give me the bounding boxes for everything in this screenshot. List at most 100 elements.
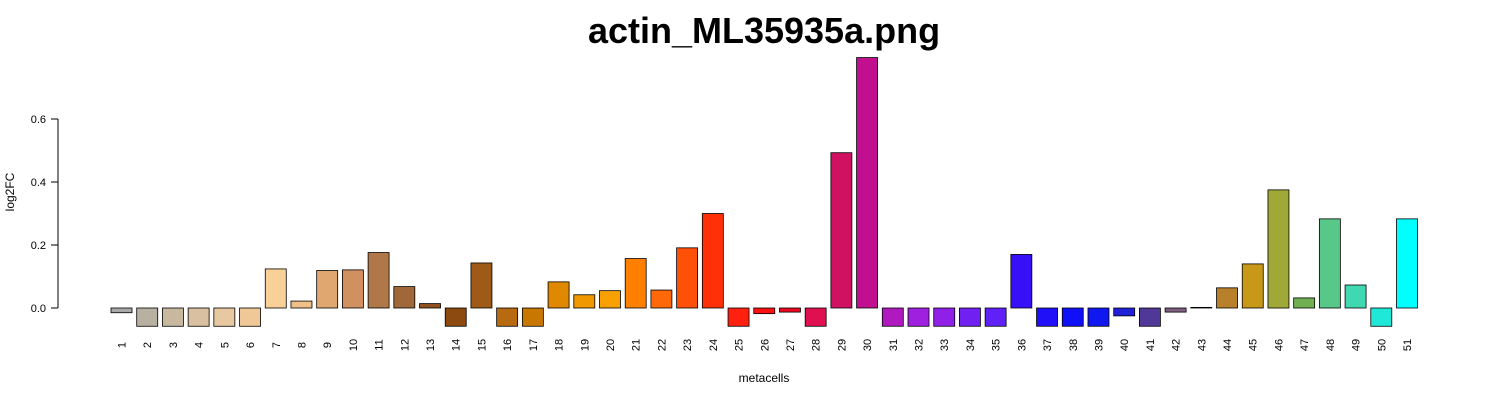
bar-11 — [367, 252, 390, 309]
x-tick-label: 45 — [1248, 339, 1260, 351]
bar-5 — [213, 307, 236, 327]
x-tick-label: 44 — [1222, 339, 1234, 351]
bar-30 — [856, 57, 878, 309]
bar-28 — [804, 307, 827, 327]
x-tick-label: 28 — [811, 339, 823, 351]
bar-15 — [470, 262, 493, 309]
bar-7 — [264, 268, 287, 309]
bar-44 — [1216, 287, 1238, 309]
x-tick-label: 21 — [631, 339, 643, 351]
x-tick-label: 47 — [1299, 339, 1311, 351]
x-tick-label: 5 — [219, 342, 231, 348]
x-tick-label: 3 — [168, 342, 180, 348]
chart-title: actin_ML35935a.png — [587, 10, 941, 51]
bar-27 — [779, 307, 801, 313]
bar-22 — [650, 289, 673, 309]
x-tick-label: 50 — [1376, 339, 1388, 351]
x-tick-label: 46 — [1273, 339, 1285, 351]
x-tick-label: 8 — [296, 342, 308, 348]
bar-36 — [1010, 254, 1033, 309]
bar-1 — [110, 307, 133, 314]
x-tick-label: 34 — [965, 339, 977, 351]
x-tick-label: 35 — [991, 339, 1003, 351]
x-tick-label: 17 — [528, 339, 540, 351]
bar-25 — [727, 307, 750, 327]
bar-12 — [393, 286, 416, 309]
x-tick-label: 33 — [939, 339, 951, 351]
bar-41 — [1139, 307, 1161, 327]
x-tick-label: 42 — [1171, 339, 1183, 351]
y-tick-label: 0.4 — [31, 177, 46, 189]
bar-10 — [341, 269, 364, 309]
bar-45 — [1241, 263, 1264, 309]
bar-42 — [1164, 307, 1187, 313]
bar-14 — [444, 307, 467, 327]
x-tick-label: 1 — [117, 342, 129, 348]
bar-13 — [419, 303, 441, 309]
bar-21 — [624, 258, 647, 309]
x-tick-label: 29 — [836, 339, 848, 351]
bar-26 — [753, 307, 776, 315]
x-tick-label: 26 — [759, 339, 771, 351]
y-tick-label: 0.0 — [31, 303, 46, 315]
x-tick-label: 12 — [399, 339, 411, 351]
x-tick-label: 39 — [1093, 339, 1105, 351]
x-tick-label: 6 — [245, 342, 257, 348]
bar-24 — [701, 213, 724, 309]
x-tick-label: 9 — [322, 342, 334, 348]
bar-48 — [1318, 218, 1341, 309]
bar-33 — [933, 307, 956, 327]
x-tick-label: 38 — [1068, 339, 1080, 351]
bar-2 — [136, 307, 159, 327]
x-tick-label: 2 — [142, 342, 154, 348]
bar-4 — [187, 307, 210, 327]
bar-49 — [1344, 284, 1367, 309]
x-tick-label: 40 — [1119, 339, 1131, 351]
x-tick-label: 30 — [862, 339, 874, 351]
bar-23 — [676, 247, 699, 309]
x-tick-label: 14 — [451, 339, 463, 351]
x-tick-label: 23 — [682, 339, 694, 351]
bar-38 — [1061, 307, 1084, 327]
bar-35 — [984, 307, 1007, 327]
x-tick-label: 15 — [476, 339, 488, 351]
bar-16 — [496, 307, 519, 327]
x-tick-label: 36 — [1016, 339, 1028, 351]
bar-40 — [1113, 307, 1136, 317]
x-tick-label: 51 — [1402, 339, 1414, 351]
bar-9 — [316, 270, 339, 309]
bar-46 — [1267, 189, 1290, 309]
y-axis-label: log2FC — [3, 172, 17, 211]
x-tick-label: 48 — [1325, 339, 1337, 351]
y-axis: 0.0 0.2 0.4 0.6 — [31, 114, 59, 315]
bar-19 — [573, 294, 596, 309]
bar-8 — [290, 300, 313, 309]
x-tick-label: 19 — [579, 339, 591, 351]
bar-50 — [1370, 307, 1393, 327]
bar-20 — [599, 290, 621, 309]
x-tick-label: 27 — [785, 339, 797, 351]
x-tick-label: 10 — [348, 339, 360, 351]
x-tick-label: 7 — [271, 342, 283, 348]
x-tick-label: 4 — [194, 342, 206, 348]
bar-18 — [547, 281, 570, 309]
x-tick-label: 24 — [708, 339, 720, 351]
bar-47 — [1293, 297, 1316, 309]
bar-34 — [959, 307, 981, 327]
x-tick-label: 18 — [554, 339, 566, 351]
x-tick-labels: 1 2 3 4 5 6 7 8 9 10 11 12 13 14 15 16 17 18 19 20 21 22 23 24 2… — [117, 339, 1415, 351]
bar-43 — [1190, 306, 1213, 309]
x-tick-label: 49 — [1351, 339, 1363, 351]
x-tick-label: 43 — [1196, 339, 1208, 351]
bar-37 — [1036, 307, 1058, 327]
x-tick-label: 16 — [502, 339, 514, 351]
x-tick-label: 13 — [425, 339, 437, 351]
bar-3 — [162, 307, 184, 327]
y-tick-label: 0.6 — [31, 114, 46, 126]
x-tick-label: 32 — [914, 339, 926, 351]
bar-31 — [881, 307, 904, 327]
x-tick-label: 11 — [374, 339, 386, 350]
bar-51 — [1396, 218, 1418, 309]
bar-6 — [239, 307, 261, 327]
